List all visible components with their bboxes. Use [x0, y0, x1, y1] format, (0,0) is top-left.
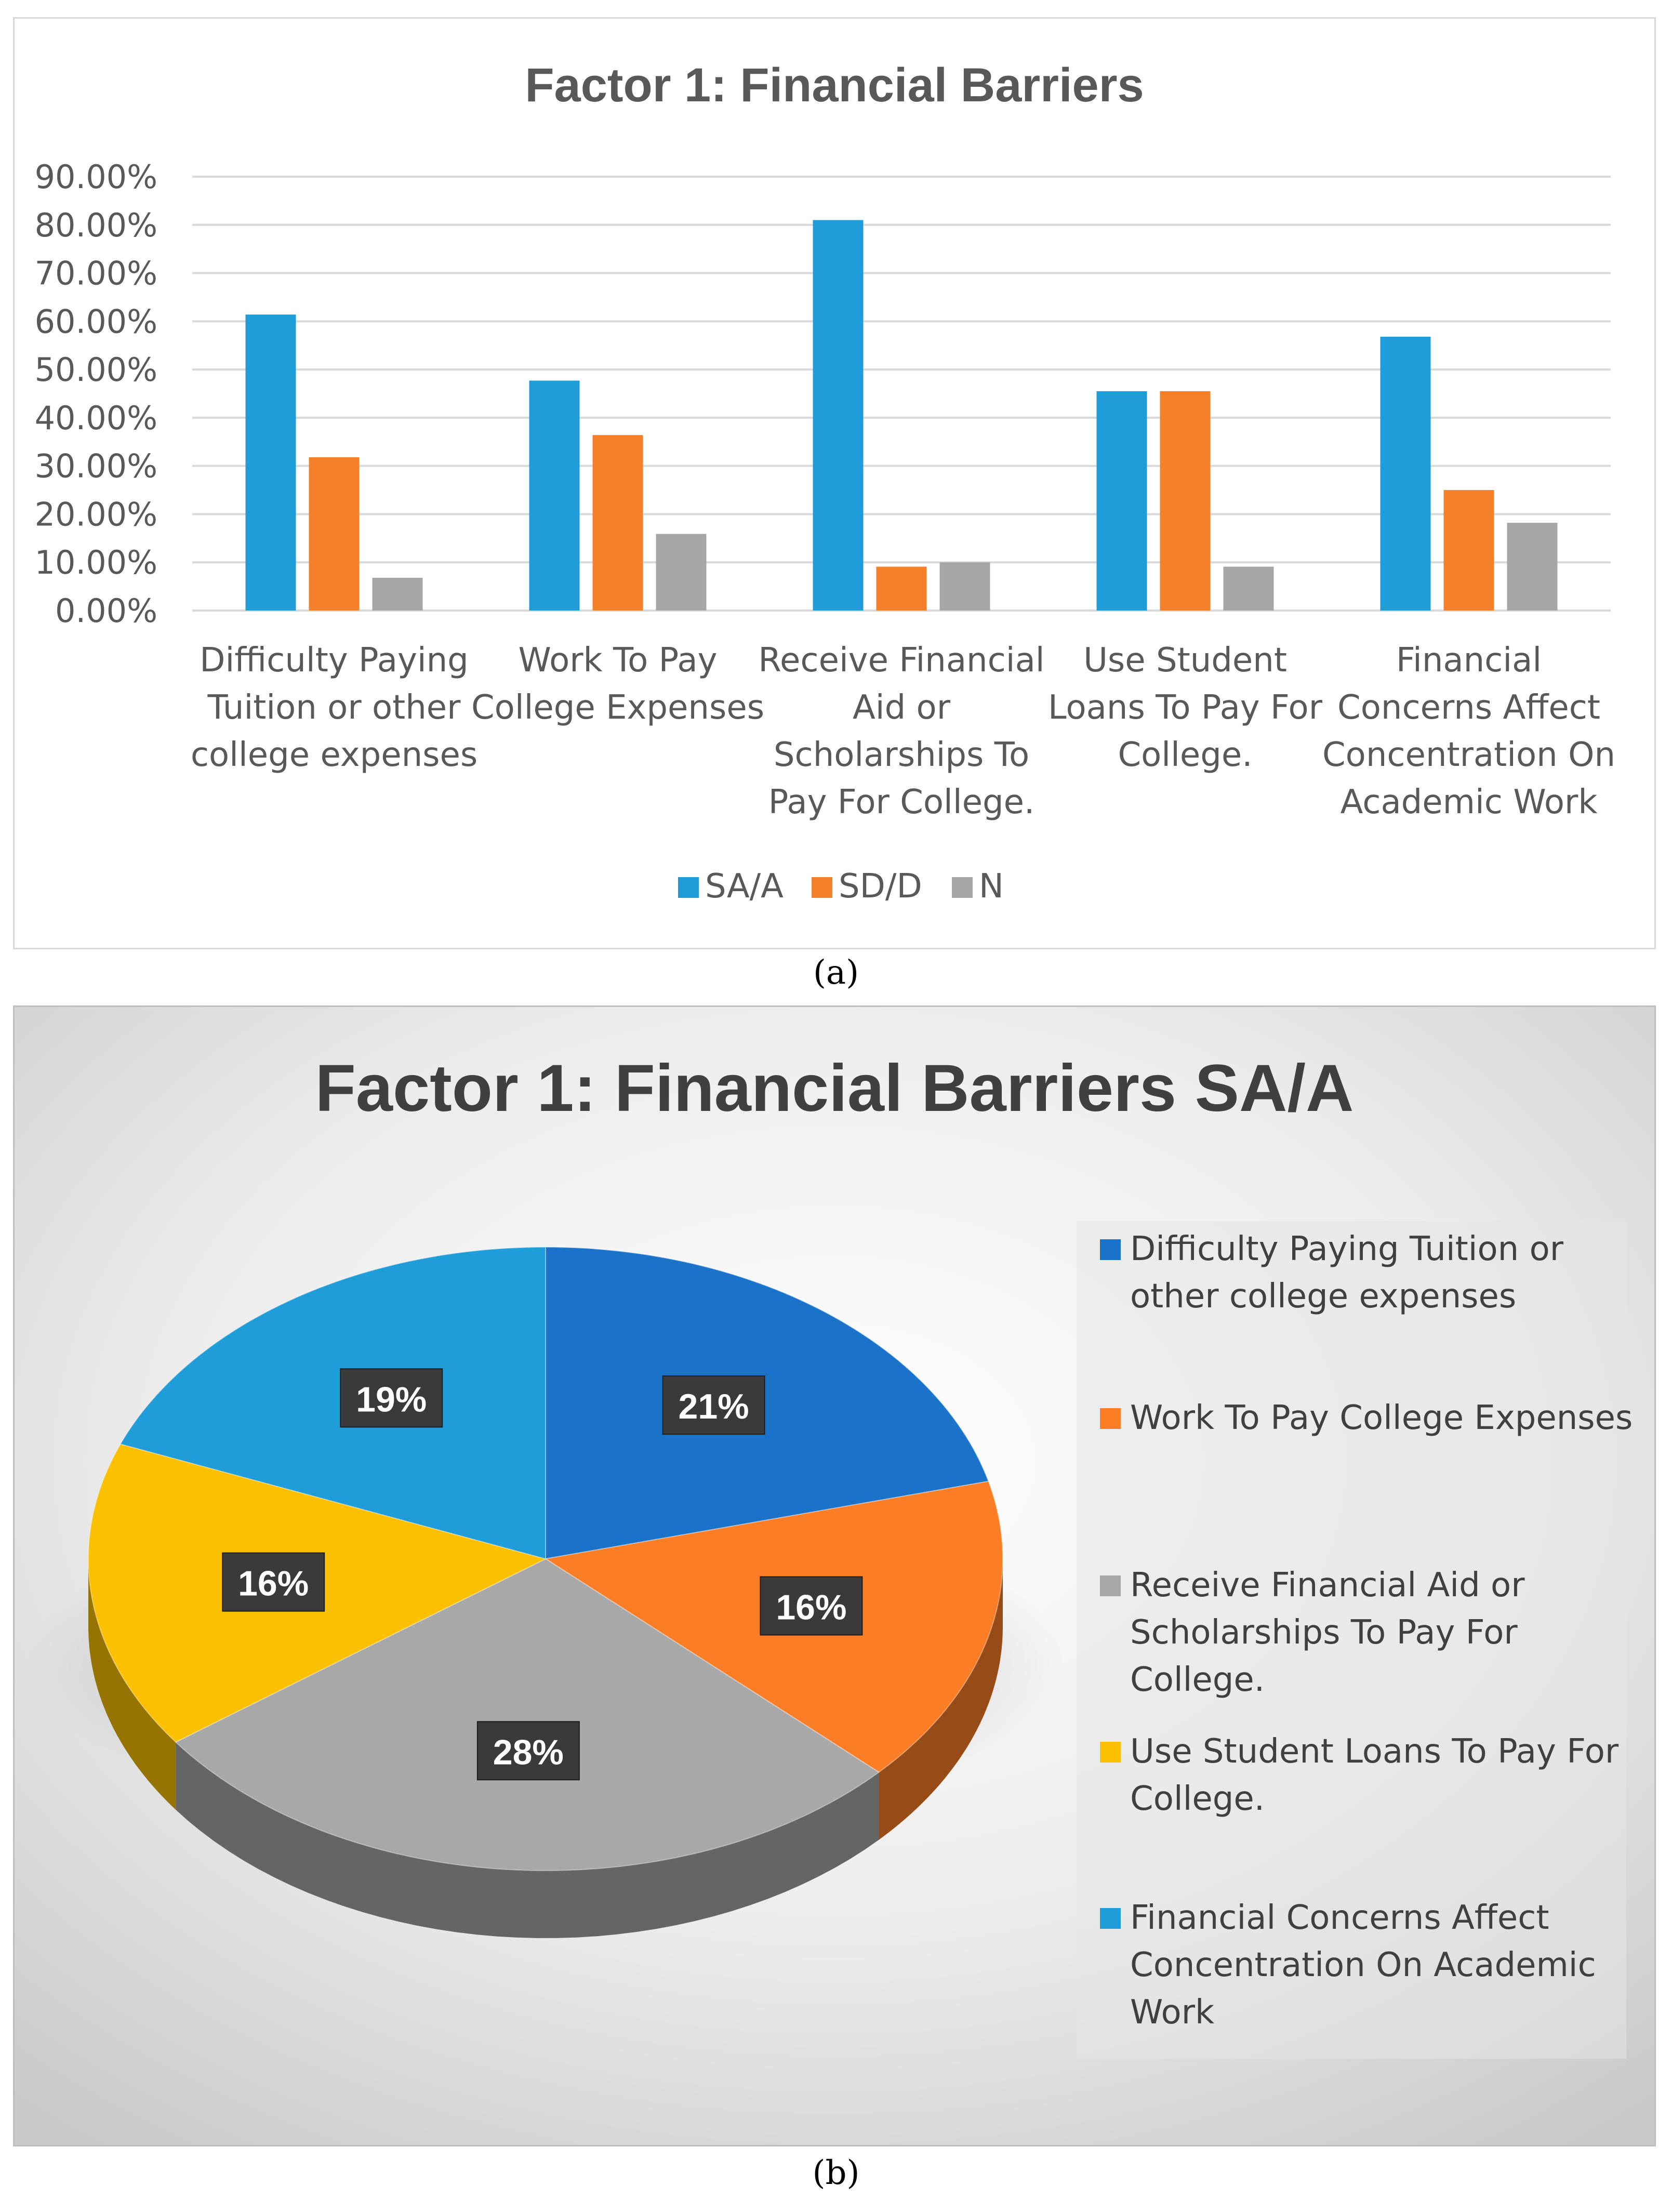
pie-data-label-box-5: [340, 1368, 443, 1428]
pie-data-label-box-2: [760, 1576, 863, 1636]
bar-sdd-4: [1160, 391, 1211, 611]
bar-saa-3: [813, 220, 864, 611]
y-tick-label: 50.00%: [35, 351, 157, 389]
pie-data-label-1: 21%: [679, 1387, 749, 1426]
y-tick-label: 40.00%: [35, 399, 157, 437]
y-tick-label: 70.00%: [35, 255, 157, 293]
bar-sdd-2: [592, 435, 643, 611]
panel-b-caption: (b): [812, 2154, 860, 2192]
pie-data-label-box-4: [222, 1552, 325, 1612]
pie-legend-label-5: Financial Concerns Affect Concentration O…: [1130, 1899, 1596, 2032]
pie-slice-side-2: [879, 1559, 1003, 1840]
bar-sdd-3: [876, 566, 927, 611]
y-tick-label: 30.00%: [35, 447, 157, 485]
pie-data-label-box-1: [662, 1375, 765, 1435]
bar-n-5: [1507, 523, 1558, 611]
pie-slice-3: [175, 1558, 880, 1872]
bar-sdd-5: [1443, 490, 1494, 611]
pie-slice-side-3: [176, 1742, 879, 1938]
pie-legend-swatch-5: [1100, 1908, 1121, 1929]
pie-legend-label-1: Difficulty Paying Tuition or other colleg…: [1130, 1230, 1564, 1316]
x-tick-label: Receive Financial Aid or Scholarships To Pa…: [758, 641, 1044, 822]
legend-swatch-1: [678, 877, 699, 898]
x-tick-label: Financial Concerns Affect Concentration On…: [1322, 641, 1615, 822]
pie-data-label-4: 16%: [238, 1564, 309, 1604]
pie-legend-label-2: Work To Pay College Expenses: [1130, 1399, 1633, 1437]
pie-legend-swatch-1: [1100, 1239, 1121, 1260]
pie-data-label-2: 16%: [776, 1588, 846, 1627]
x-tick-label: Use Student Loans To Pay For College.: [1048, 641, 1323, 774]
pie-chart-title: Factor 1: Financial Barriers SA/A: [315, 1051, 1354, 1125]
bar-n-2: [656, 534, 707, 611]
bar-n-3: [939, 562, 990, 611]
pie-legend-swatch-3: [1100, 1575, 1121, 1596]
x-tick-label: Difficulty Paying Tuition or other college…: [191, 641, 477, 774]
bar-chart-title: Factor 1: Financial Barriers: [525, 59, 1144, 112]
y-tick-label: 80.00%: [35, 206, 157, 244]
legend-label-1: SA/A: [705, 867, 784, 906]
legend-label-3: N: [979, 867, 1004, 906]
legend-label-2: SD/D: [839, 867, 922, 906]
pie-data-label-box-3: [476, 1721, 580, 1781]
pie-legend-box: [1077, 1221, 1626, 2059]
pie-legend-label-4: Use Student Loans To Pay For College.: [1130, 1732, 1619, 1818]
legend-swatch-3: [952, 877, 973, 898]
pie-slice-side-4: [88, 1559, 176, 1810]
panel-a-caption: (a): [813, 953, 859, 992]
pie-data-label-5: 19%: [356, 1380, 427, 1419]
x-tick-label: Work To Pay College Expenses: [471, 641, 764, 727]
pie-legend-swatch-2: [1100, 1408, 1121, 1429]
y-tick-label: 60.00%: [35, 302, 157, 340]
bar-saa-5: [1380, 337, 1431, 611]
pie-legend-label-3: Receive Financial Aid or Scholarships To …: [1130, 1566, 1525, 1699]
bar-saa-4: [1096, 391, 1147, 611]
bar-n-1: [372, 577, 423, 611]
bar-n-4: [1223, 566, 1274, 611]
y-tick-label: 0.00%: [55, 592, 157, 630]
y-tick-label: 90.00%: [35, 158, 157, 196]
legend-swatch-2: [812, 877, 832, 898]
pie-slice-1: [545, 1246, 989, 1560]
pie-data-label-3: 28%: [493, 1732, 564, 1772]
y-tick-label: 10.00%: [35, 544, 157, 581]
bar-saa-1: [245, 314, 296, 611]
pie-legend-swatch-4: [1100, 1742, 1121, 1763]
bar-saa-2: [529, 380, 580, 611]
pie-chart-panel: [13, 1005, 1656, 2147]
y-tick-label: 20.00%: [35, 495, 157, 533]
bar-sdd-1: [309, 457, 360, 611]
pie-slice-5: [120, 1246, 546, 1560]
